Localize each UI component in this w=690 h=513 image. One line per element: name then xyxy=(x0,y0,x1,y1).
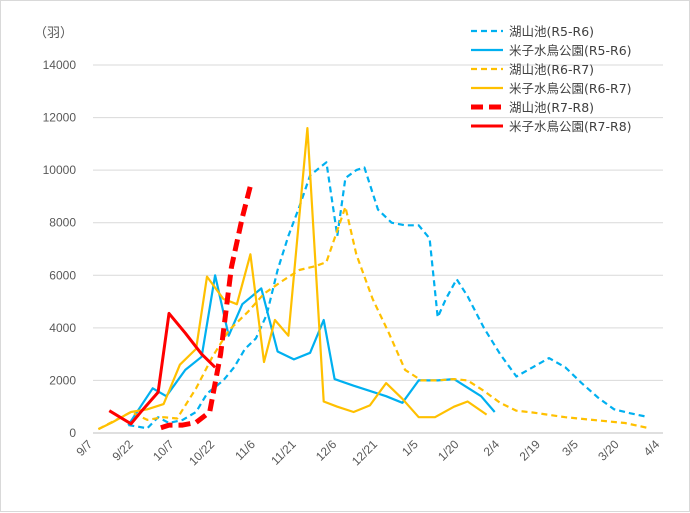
x-tick-label: 12/6 xyxy=(313,437,340,464)
series-line-6 xyxy=(108,311,217,426)
legend-label-4: 米子水鳥公園(R6-R7) xyxy=(509,81,632,96)
legend: 湖山池(R5-R6) 米子水鳥公園(R5-R6) 湖山池(R6-R7) 米子水鳥公園(… xyxy=(471,24,632,134)
x-tick-label: 4/4 xyxy=(641,437,663,459)
y-tick-label: 10000 xyxy=(43,163,77,177)
y-tick-label: 6000 xyxy=(49,268,76,282)
series-line-2 xyxy=(127,274,496,426)
x-tick-label: 1/20 xyxy=(435,437,462,464)
y-tick-label: 8000 xyxy=(49,216,76,230)
x-tick-label: 1/5 xyxy=(399,437,421,459)
x-tick-label: 9/22 xyxy=(109,437,136,464)
x-tick-label: 2/4 xyxy=(481,437,503,459)
legend-label-5: 湖山池(R7-R8) xyxy=(509,100,594,115)
y-tick-label: 2000 xyxy=(49,373,76,387)
x-tick-label: 10/7 xyxy=(150,437,177,464)
x-tick-label: 2/19 xyxy=(517,437,544,464)
y-axis-unit-label: （羽） xyxy=(34,26,73,41)
series-line-3 xyxy=(97,205,647,431)
x-tick-label: 11/6 xyxy=(232,437,258,463)
x-tick-label: 9/7 xyxy=(73,437,95,459)
x-tick-label: 12/21 xyxy=(349,437,380,468)
x-tick-label: 10/22 xyxy=(186,437,217,468)
legend-label-6: 米子水鳥公園(R7-R8) xyxy=(509,119,632,134)
legend-label-2: 米子水鳥公園(R5-R6) xyxy=(509,43,632,58)
y-tick-label: 14000 xyxy=(43,58,77,72)
legend-label-1: 湖山池(R5-R6) xyxy=(509,24,594,39)
grid-layer xyxy=(93,64,663,381)
legend-label-3: 湖山池(R6-R7) xyxy=(509,62,594,77)
y-tick-label: 12000 xyxy=(43,111,77,125)
series-line-5 xyxy=(160,185,253,431)
series-layer xyxy=(97,127,647,431)
x-tick-label: 3/5 xyxy=(559,437,581,459)
y-tick-label: 4000 xyxy=(49,321,76,335)
series-line-4 xyxy=(97,127,488,431)
x-tick-label: 11/21 xyxy=(268,437,299,468)
y-tick-label: 0 xyxy=(69,426,76,440)
x-tick-label: 3/20 xyxy=(595,437,622,464)
series-line-1 xyxy=(128,161,647,430)
